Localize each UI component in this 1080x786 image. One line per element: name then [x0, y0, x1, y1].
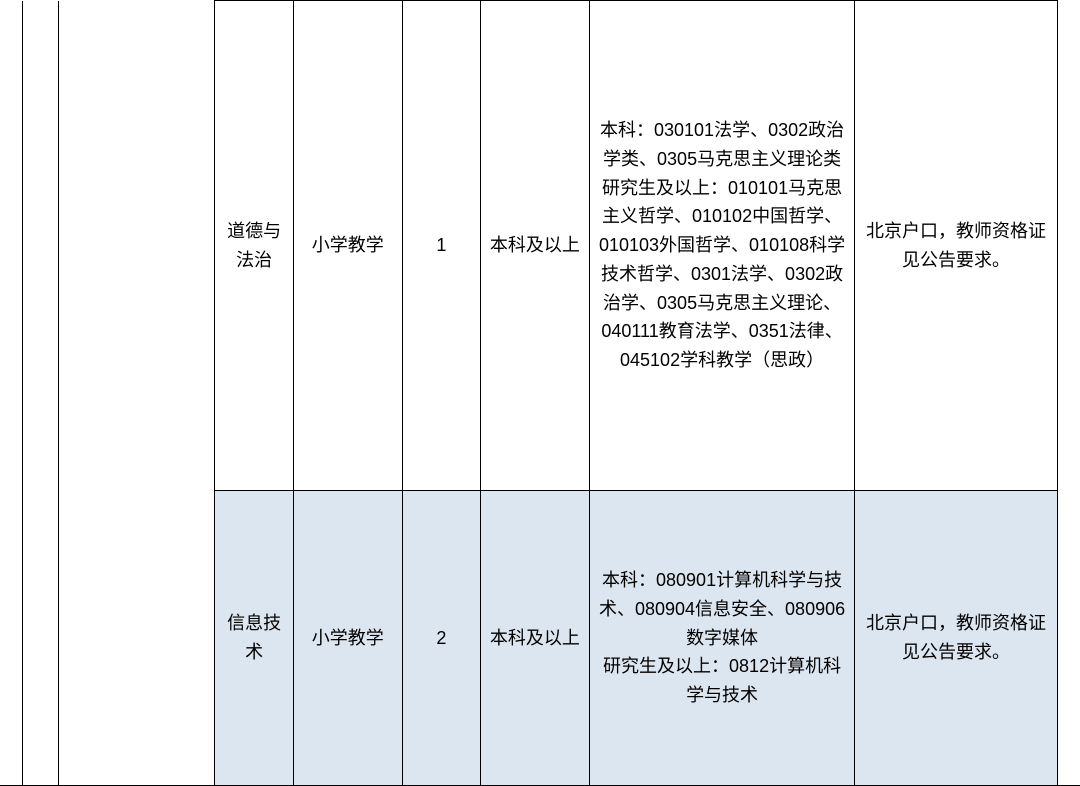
spacer-cell-1	[23, 1, 58, 786]
cell-count: 1	[402, 1, 480, 491]
cell-education: 本科及以上	[481, 491, 590, 786]
cell-education: 本科及以上	[481, 1, 590, 491]
cell-level: 小学教学	[293, 1, 402, 491]
table-container: 道德与 法治 小学教学 1 本科及以上 本科：030101法学、0302政治学类…	[0, 0, 1080, 785]
cell-count: 2	[402, 491, 480, 786]
cell-requirement: 北京户口，教师资格证见公告要求。	[855, 491, 1057, 786]
cell-major: 本科：030101法学、0302政治学类、0305马克思主义理论类研究生及以上：…	[589, 1, 855, 491]
cell-requirement: 北京户口，教师资格证见公告要求。	[855, 1, 1057, 491]
cell-level: 小学教学	[293, 491, 402, 786]
right-margin-cell	[1057, 1, 1080, 786]
spacer-cell-2	[58, 1, 215, 786]
cell-subject: 信息技术	[215, 491, 293, 786]
left-margin-cell	[0, 1, 23, 786]
cell-major: 本科：080901计算机科学与技术、080904信息安全、080906数字媒体研…	[589, 491, 855, 786]
cell-subject: 道德与 法治	[215, 1, 293, 491]
table-row: 道德与 法治 小学教学 1 本科及以上 本科：030101法学、0302政治学类…	[0, 1, 1080, 491]
recruitment-table: 道德与 法治 小学教学 1 本科及以上 本科：030101法学、0302政治学类…	[0, 0, 1080, 786]
